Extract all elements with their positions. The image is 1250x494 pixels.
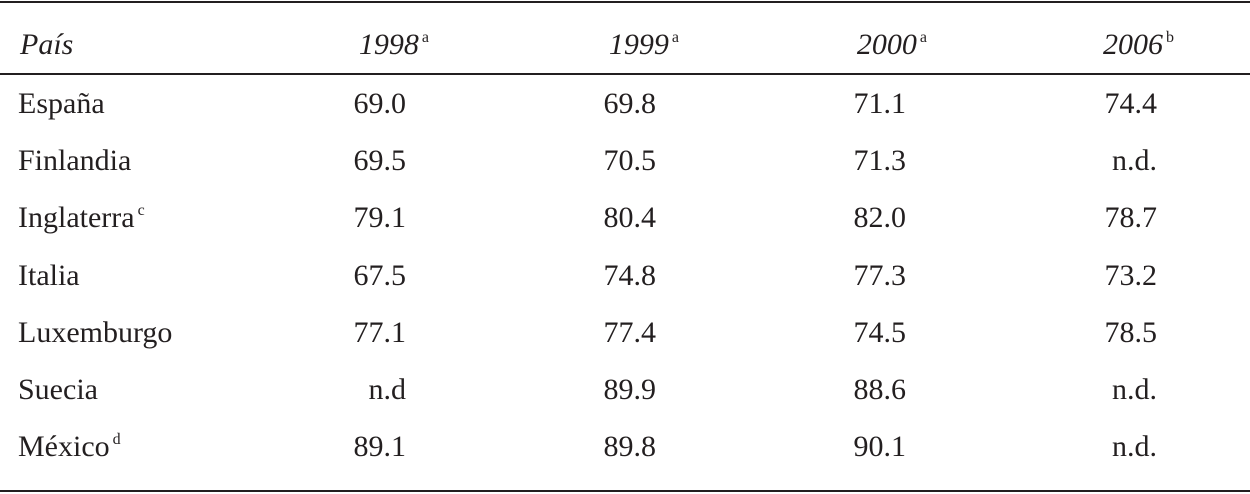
country-cell: España xyxy=(18,89,105,119)
value-cell: 78.7 xyxy=(1104,201,1158,235)
country-cell: Finlandia xyxy=(18,146,131,176)
footnote-mark: a xyxy=(919,29,927,46)
value-cell: n.d xyxy=(368,373,407,406)
country-cell: Suecia xyxy=(18,375,98,405)
country-name: México xyxy=(18,430,110,464)
header-cell: 1998 a xyxy=(359,30,429,60)
header-text: 1999 xyxy=(608,28,669,61)
country-cell: Luxemburgo xyxy=(18,315,173,349)
country-name: Suecia xyxy=(18,373,98,406)
top-rule xyxy=(0,1,1250,3)
value-cell: n.d. xyxy=(1112,373,1157,406)
header-text: 2006 xyxy=(1103,28,1163,61)
value-cell: 77.3 xyxy=(853,258,907,292)
value-cell: 89.9 xyxy=(603,373,657,406)
country-name: Inglaterra xyxy=(18,201,135,235)
footnote-mark: c xyxy=(137,202,145,220)
country-name: España xyxy=(18,87,105,120)
header-cell: 2006 b xyxy=(1103,30,1174,60)
value-cell: 71.1 xyxy=(853,87,907,120)
value-cell: 82.0 xyxy=(853,201,907,235)
value-cell: 90.1 xyxy=(853,430,907,464)
value-cell: n.d. xyxy=(1112,430,1157,464)
country-cell: México d xyxy=(18,432,121,462)
value-cell: 89.8 xyxy=(603,430,657,464)
header-cell: 2000 a xyxy=(857,30,927,60)
footnote-mark: b xyxy=(1166,29,1174,46)
value-cell: 74.4 xyxy=(1104,87,1158,120)
value-cell: 73.2 xyxy=(1104,258,1158,292)
header-rule xyxy=(0,73,1250,75)
value-cell: 69.0 xyxy=(353,87,407,120)
value-cell: 78.5 xyxy=(1104,315,1158,349)
bottom-rule xyxy=(0,490,1250,492)
footnote-mark: a xyxy=(421,29,429,46)
value-cell: 74.5 xyxy=(853,315,907,349)
footnote-mark: a xyxy=(671,29,679,46)
value-cell: 74.8 xyxy=(603,258,657,292)
value-cell: 89.1 xyxy=(353,430,407,464)
header-text: País xyxy=(20,28,74,61)
header-cell: País xyxy=(20,30,73,60)
country-cell: Italia xyxy=(18,258,80,292)
country-cell: Inglaterra c xyxy=(18,203,145,233)
footnote-mark: d xyxy=(112,431,121,449)
value-cell: 80.4 xyxy=(603,201,657,235)
value-cell: 69.5 xyxy=(353,144,407,178)
header-cell: 1999 a xyxy=(609,30,679,60)
value-cell: 70.5 xyxy=(603,144,657,178)
value-cell: 77.4 xyxy=(603,315,657,349)
value-cell: 67.5 xyxy=(353,258,407,292)
country-name: Luxemburgo xyxy=(18,315,173,349)
value-cell: 79.1 xyxy=(353,201,407,235)
country-name: Finlandia xyxy=(18,144,132,178)
header-text: 1998 xyxy=(358,28,419,61)
value-cell: 77.1 xyxy=(353,315,407,349)
value-cell: 71.3 xyxy=(853,144,907,178)
header-text: 2000 xyxy=(856,28,917,61)
value-cell: n.d. xyxy=(1112,144,1157,178)
value-cell: 88.6 xyxy=(853,373,907,406)
country-name: Italia xyxy=(18,258,80,292)
value-cell: 69.8 xyxy=(603,87,657,120)
